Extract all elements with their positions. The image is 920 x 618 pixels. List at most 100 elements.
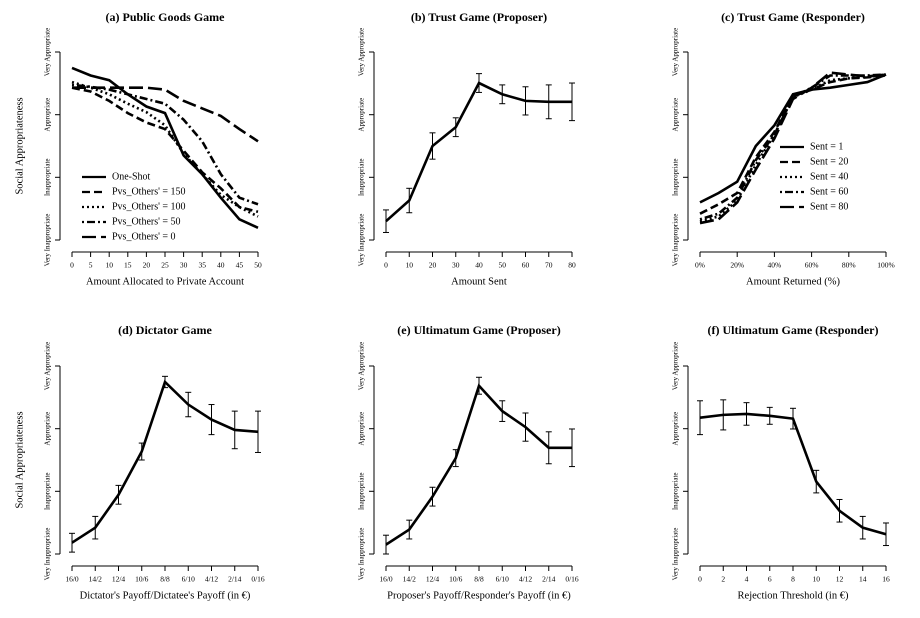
x-axis-label: Amount Returned (%) bbox=[746, 276, 840, 287]
error-bar bbox=[92, 515, 99, 540]
legend-label: Pvs_Others' = 0 bbox=[112, 231, 176, 242]
error-bar bbox=[231, 410, 238, 450]
y-tick-label: Appropriate bbox=[672, 98, 680, 132]
x-tick-label: 45 bbox=[236, 261, 244, 270]
error-bar bbox=[69, 532, 75, 553]
x-tick-label: 0 bbox=[698, 575, 702, 584]
chart-title: (c) Trust Game (Responder) bbox=[721, 10, 865, 24]
y-tick-label: Inappropriate bbox=[358, 158, 366, 196]
error-bar bbox=[743, 402, 750, 426]
line bbox=[699, 412, 887, 536]
x-tick-label: 2/14 bbox=[228, 575, 242, 584]
y-axis-label: Social Appropriateness bbox=[14, 97, 25, 194]
x-tick-label: 6/10 bbox=[496, 575, 510, 584]
x-tick-label: 80 bbox=[568, 261, 576, 270]
legend-label: Pvs_Others' = 100 bbox=[112, 201, 186, 212]
error-bar bbox=[383, 534, 389, 555]
x-tick-label: 40 bbox=[475, 261, 483, 270]
line bbox=[699, 71, 887, 225]
x-axis-label: Dictator's Payoff/Dictatee's Payoff (in … bbox=[80, 590, 251, 601]
legend-label: Sent = 80 bbox=[810, 201, 848, 212]
y-tick-label: Inappropriate bbox=[44, 158, 52, 196]
y-axis-label: Social Appropriateness bbox=[14, 411, 25, 508]
y-tick-label: Appropriate bbox=[358, 412, 366, 446]
error-bar bbox=[499, 400, 506, 422]
error-bar bbox=[208, 404, 215, 436]
error-bar bbox=[790, 407, 796, 430]
x-tick-label: 16 bbox=[882, 575, 890, 584]
error-bar bbox=[569, 428, 575, 468]
x-tick-label: 40 bbox=[217, 261, 225, 270]
error-bar bbox=[429, 132, 436, 160]
legend-label: Pvs_Others' = 50 bbox=[112, 216, 181, 227]
x-tick-label: 20 bbox=[429, 261, 437, 270]
x-tick-label: 50 bbox=[254, 261, 262, 270]
chart-title: (d) Dictator Game bbox=[118, 323, 212, 337]
legend-label: Sent = 20 bbox=[810, 156, 848, 167]
y-tick-label: Inappropriate bbox=[672, 158, 680, 196]
x-tick-label: 60 bbox=[522, 261, 530, 270]
x-tick-label: 2 bbox=[721, 575, 725, 584]
error-bar bbox=[406, 519, 413, 540]
error-bar bbox=[545, 84, 552, 120]
chart-title: (f) Ultimatum Game (Responder) bbox=[708, 323, 879, 337]
x-tick-label: 4/12 bbox=[519, 575, 533, 584]
x-tick-label: 10 bbox=[813, 575, 821, 584]
x-axis-label: Rejection Threshold (in €) bbox=[738, 590, 849, 601]
chart-title: (a) Public Goods Game bbox=[106, 10, 226, 24]
y-tick-label: Appropriate bbox=[44, 412, 52, 446]
error-bar bbox=[476, 376, 482, 395]
y-tick-label: Very Inappropriate bbox=[44, 214, 52, 267]
y-tick-label: Appropriate bbox=[672, 412, 680, 446]
line bbox=[699, 74, 887, 215]
error-bar bbox=[452, 449, 459, 468]
error-bar bbox=[697, 400, 703, 436]
y-tick-label: Very Appropriate bbox=[44, 28, 52, 76]
line bbox=[72, 86, 259, 143]
x-tick-label: 0% bbox=[695, 261, 705, 270]
line bbox=[699, 74, 887, 223]
x-tick-label: 14/2 bbox=[89, 575, 103, 584]
line bbox=[385, 383, 572, 546]
line bbox=[385, 81, 572, 223]
x-tick-label: 12 bbox=[836, 575, 844, 584]
x-tick-label: 16/0 bbox=[379, 575, 393, 584]
line bbox=[71, 86, 259, 214]
x-tick-label: 8/8 bbox=[160, 575, 170, 584]
error-bar bbox=[162, 375, 168, 389]
error-bar bbox=[569, 82, 575, 122]
x-tick-label: 16/0 bbox=[65, 575, 79, 584]
y-tick-label: Very Inappropriate bbox=[358, 528, 366, 581]
y-tick-label: Very Appropriate bbox=[44, 342, 52, 390]
y-tick-label: Very Inappropriate bbox=[672, 528, 680, 581]
x-tick-label: 10/6 bbox=[135, 575, 149, 584]
x-tick-label: 25 bbox=[161, 261, 169, 270]
y-tick-label: Very Inappropriate bbox=[672, 214, 680, 267]
x-tick-label: 70 bbox=[545, 261, 553, 270]
error-bar bbox=[115, 484, 122, 505]
x-tick-label: 0 bbox=[384, 261, 388, 270]
legend-label: One-Shot bbox=[112, 171, 151, 182]
y-tick-label: Appropriate bbox=[44, 98, 52, 132]
x-tick-label: 8 bbox=[791, 575, 795, 584]
legend-label: Sent = 40 bbox=[810, 171, 848, 182]
x-tick-label: 50 bbox=[499, 261, 507, 270]
x-axis-label: Amount Allocated to Private Account bbox=[86, 276, 244, 287]
x-tick-label: 35 bbox=[198, 261, 206, 270]
error-bar bbox=[255, 410, 261, 453]
x-tick-label: 12/4 bbox=[426, 575, 440, 584]
y-tick-label: Inappropriate bbox=[358, 472, 366, 510]
error-bar bbox=[883, 522, 889, 547]
error-bar bbox=[185, 391, 192, 418]
y-tick-label: Inappropriate bbox=[44, 472, 52, 510]
y-tick-label: Very Inappropriate bbox=[358, 214, 366, 267]
x-tick-label: 0/16 bbox=[251, 575, 265, 584]
error-bar bbox=[720, 399, 727, 431]
x-tick-label: 14/2 bbox=[403, 575, 417, 584]
legend-label: Pvs_Others' = 150 bbox=[112, 186, 186, 197]
line bbox=[71, 80, 259, 218]
x-tick-label: 4 bbox=[745, 575, 749, 584]
error-bar bbox=[406, 187, 413, 214]
x-tick-label: 20% bbox=[730, 261, 744, 270]
